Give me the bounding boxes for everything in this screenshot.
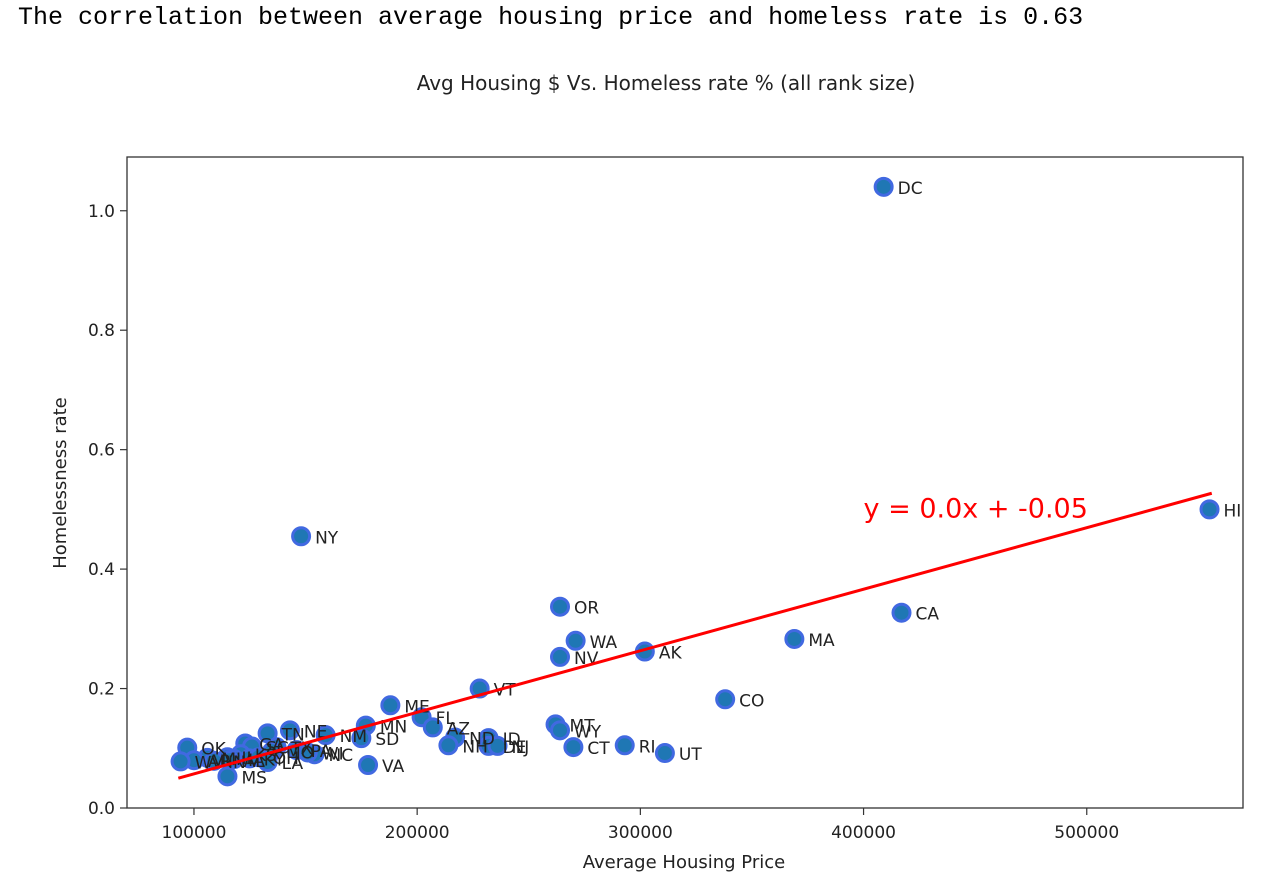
data-point (784, 628, 805, 649)
point-label: ID (503, 730, 521, 750)
point-label: OK (201, 740, 226, 760)
point-label: MT (570, 716, 596, 736)
point-label: KY (264, 750, 286, 770)
point-label: NJ (512, 738, 530, 758)
point-label: VA (382, 757, 405, 777)
data-point (563, 737, 584, 758)
point-label: CO (739, 691, 764, 711)
point-label: WI (322, 744, 344, 764)
point-label: NH (462, 737, 488, 757)
data-point (422, 717, 443, 738)
data-point (715, 689, 736, 710)
data-point (550, 596, 571, 617)
regression-equation-label: y = 0.0x + -0.05 (864, 493, 1088, 524)
point-label: ND (469, 730, 495, 750)
x-tick-label: 400000 (831, 823, 896, 843)
point-label: MA (808, 631, 835, 651)
plot-area-frame (126, 156, 1244, 809)
point-label: MS (241, 768, 266, 788)
point-label: UT (679, 745, 702, 765)
point-label: FL (436, 709, 456, 729)
x-tick-label: 500000 (1054, 823, 1119, 843)
point-label: PA (311, 742, 332, 762)
point-label: AZ (447, 719, 470, 739)
data-point (565, 630, 586, 651)
point-label: MO (286, 743, 314, 763)
point-label: OR (574, 599, 599, 619)
x-tick-label: 300000 (608, 823, 673, 843)
point-label: NC (328, 746, 353, 766)
point-label: DE (503, 738, 527, 758)
data-point (1199, 499, 1220, 520)
data-point (217, 766, 238, 787)
point-label: SD (375, 730, 399, 750)
y-tick-label: 1.0 (88, 202, 115, 222)
y-tick-label: 0.4 (88, 560, 115, 580)
point-label: AK (659, 644, 683, 664)
data-point (614, 735, 635, 756)
data-point (257, 723, 278, 744)
data-point (358, 754, 379, 775)
point-label: TN (281, 725, 305, 745)
x-tick-label: 200000 (385, 823, 450, 843)
y-axis-label: Homelessness rate (50, 397, 71, 569)
correlation-output-line: The correlation between average housing … (18, 3, 1084, 32)
data-point (873, 176, 894, 197)
data-point (170, 751, 191, 772)
x-axis-label: Average Housing Price (583, 852, 785, 873)
point-label: ME (404, 697, 429, 717)
point-label: RI (639, 737, 656, 757)
data-point (891, 602, 912, 623)
y-tick-label: 0.2 (88, 680, 115, 700)
point-label: WY (574, 722, 602, 742)
y-tick-label: 0.8 (88, 321, 115, 341)
point-label: DC (898, 179, 923, 199)
point-label: LA (282, 754, 304, 774)
data-point (291, 526, 312, 547)
data-point (438, 735, 459, 756)
chart-title: Avg Housing $ Vs. Homeless rate % (all r… (417, 71, 916, 95)
data-points (170, 176, 1220, 787)
point-label: HI (1224, 501, 1242, 521)
point-label: OH (273, 749, 299, 769)
x-tick-label: 100000 (162, 823, 227, 843)
point-label: NY (315, 528, 339, 548)
data-point (279, 720, 300, 741)
point-label: WA (590, 633, 618, 653)
data-point (550, 646, 571, 667)
point-label: MN (380, 718, 407, 738)
y-axis: 0.0 0.2 0.4 0.6 0.8 1.0 (88, 202, 127, 819)
y-tick-label: 0.6 (88, 441, 115, 461)
point-label: CA (916, 605, 940, 625)
x-axis: 100000 200000 300000 400000 500000 (162, 808, 1119, 843)
data-point (654, 743, 675, 764)
data-point (380, 695, 401, 716)
regression-line (177, 491, 1213, 780)
y-tick-label: 0.0 (88, 799, 115, 819)
data-point (351, 728, 372, 749)
data-point (487, 735, 508, 756)
data-point (550, 720, 571, 741)
point-label: CT (587, 739, 610, 759)
